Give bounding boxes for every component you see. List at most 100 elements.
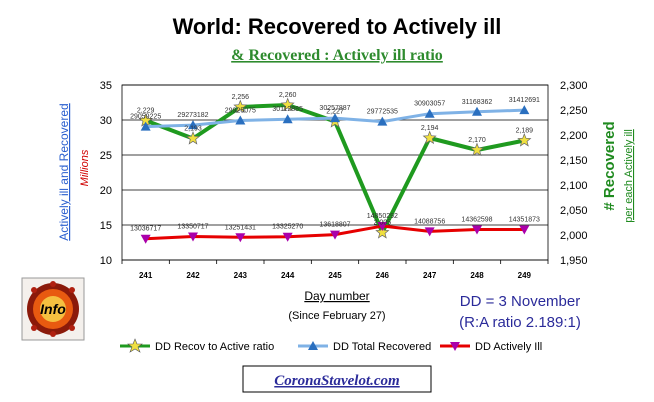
dd-ratio-text: (R:A ratio 2.189:1) — [459, 314, 581, 331]
data-label-ill: 14362598 — [461, 216, 492, 223]
data-point-ill — [330, 230, 340, 240]
left-axis-ticks: 35 30 25 20 15 10 — [100, 80, 112, 267]
legend-label-recovered: DD Total Recovered — [333, 341, 431, 353]
data-label-recovered: 29772535 — [367, 109, 398, 116]
data-point-recovered — [235, 115, 246, 125]
data-label-recovered: 29059225 — [130, 114, 161, 121]
website-link[interactable]: CoronaStavelot.com — [242, 365, 432, 393]
data-labels: 2,229 2,193 2,256 2,260 2,227 2,005 2,194 2,170… — [130, 92, 540, 233]
chart-title: World: Recovered to Actively ill — [173, 14, 502, 39]
series — [138, 97, 532, 244]
data-point-ratio — [517, 133, 532, 147]
data-point-ill — [519, 225, 530, 235]
data-label-ill: 14351873 — [509, 217, 540, 224]
left-tick-label: 30 — [100, 115, 112, 127]
logo-text: Info — [40, 301, 66, 317]
gridlines — [121, 84, 549, 264]
data-point-recovered — [282, 114, 293, 124]
data-point-recovered — [140, 121, 151, 131]
data-label-ratio: 2,260 — [279, 92, 297, 99]
data-label-recovered: 29925075 — [225, 107, 256, 114]
data-label-recovered: 30903057 — [414, 101, 445, 108]
data-label-recovered: 30257887 — [319, 105, 350, 112]
left-tick-label: 20 — [100, 185, 112, 197]
data-point-recovered — [330, 113, 340, 123]
x-tick-label: 244 — [281, 271, 295, 280]
x-tick-label: 243 — [234, 271, 248, 280]
right-tick-label: 2,150 — [560, 155, 588, 167]
triangle-up-marker-icon — [308, 341, 318, 350]
x-tick-label: 241 — [139, 271, 153, 280]
data-label-recovered: 31168362 — [462, 99, 493, 106]
data-point-ill — [188, 232, 198, 242]
data-label-ill: 13251431 — [225, 224, 256, 231]
legend-item-ratio: DD Recov to Active ratio — [120, 338, 274, 353]
data-point-ill — [140, 234, 151, 244]
data-point-recovered — [424, 108, 435, 118]
left-tick-label: 10 — [100, 255, 112, 267]
data-label-ratio: 2,256 — [232, 94, 250, 101]
x-tick-label: 249 — [518, 271, 532, 280]
data-label-ill: 14850292 — [367, 213, 398, 220]
data-point-recovered — [377, 116, 388, 126]
data-point-ratio — [280, 97, 295, 112]
data-point-ratio — [185, 131, 201, 145]
x-axis-ticks: 241 242 243 244 245 246 247 248 249 — [139, 271, 532, 280]
dd-date-text: DD = 3 November — [460, 293, 580, 310]
data-point-ill — [424, 227, 435, 237]
legend-item-ill: DD Actively Ill — [440, 341, 542, 353]
data-point-ill — [472, 225, 482, 235]
right-tick-label: 2,200 — [560, 130, 588, 142]
data-point-ill — [235, 233, 246, 243]
left-tick-label: 15 — [100, 220, 112, 232]
right-tick-label: 2,250 — [560, 105, 588, 117]
data-label-ill: 13618807 — [319, 222, 350, 229]
right-tick-label: 2,100 — [560, 180, 588, 192]
y-axis-right-label: # Recovered — [601, 121, 618, 210]
right-tick-label: 2,050 — [560, 205, 588, 217]
data-label-ill: 13036717 — [130, 226, 161, 233]
virus-globe-icon: Info — [21, 277, 85, 341]
left-tick-label: 35 — [100, 80, 112, 92]
right-tick-label: 2,000 — [560, 230, 588, 242]
data-label-recovered: 30112885 — [272, 106, 303, 113]
data-label-recovered: 29273182 — [177, 112, 208, 119]
x-axis-sublabel: (Since February 27) — [288, 310, 385, 322]
data-label-ratio: 2,194 — [421, 125, 439, 132]
x-tick-label: 246 — [376, 271, 390, 280]
data-label-ratio: 2,227 — [326, 109, 344, 116]
legend: DD Recov to Active ratio DD Total Recove… — [120, 338, 542, 353]
data-label-recovered: 31412691 — [509, 97, 540, 104]
data-point-ill — [377, 222, 388, 232]
data-label-ratio: 2,193 — [184, 126, 202, 133]
y-axis-right-sublabel: per each Actively ill — [623, 129, 635, 223]
legend-item-recovered: DD Total Recovered — [298, 341, 431, 353]
data-label-ill: 13350717 — [177, 224, 208, 231]
data-label-ratio: 2,189 — [516, 128, 534, 135]
data-point-recovered — [519, 105, 530, 115]
star-marker-icon — [127, 338, 143, 353]
legend-label-ratio: DD Recov to Active ratio — [155, 341, 274, 353]
x-tick-label: 242 — [186, 271, 200, 280]
data-point-ratio — [422, 130, 437, 145]
data-label-ill: 14088756 — [414, 218, 445, 225]
data-label-ratio: 2,170 — [468, 137, 486, 144]
data-label-ratio: 2,229 — [137, 108, 155, 115]
y-axis-left-sublabel: Millions — [79, 149, 91, 186]
left-tick-label: 25 — [100, 150, 112, 162]
right-tick-label: 2,300 — [560, 80, 588, 92]
plot-area-border — [121, 84, 549, 261]
legend-label-ill: DD Actively Ill — [475, 341, 542, 353]
right-tick-label: 1,950 — [560, 255, 588, 267]
website-text[interactable]: CoronaStavelot.com — [274, 373, 399, 389]
data-point-recovered — [472, 106, 482, 116]
data-label-ill: 13325270 — [272, 224, 303, 231]
right-axis-ticks: 2,300 2,250 2,200 2,150 2,100 2,050 2,000 1,950 — [560, 80, 588, 267]
data-point-ratio — [233, 99, 248, 114]
data-label-ratio: 2,005 — [374, 220, 392, 227]
chart-subtitle: & Recovered : Actively ill ratio — [231, 47, 443, 64]
x-tick-label: 247 — [423, 271, 437, 280]
data-point-ill — [282, 232, 293, 242]
data-point-ratio — [375, 225, 390, 239]
